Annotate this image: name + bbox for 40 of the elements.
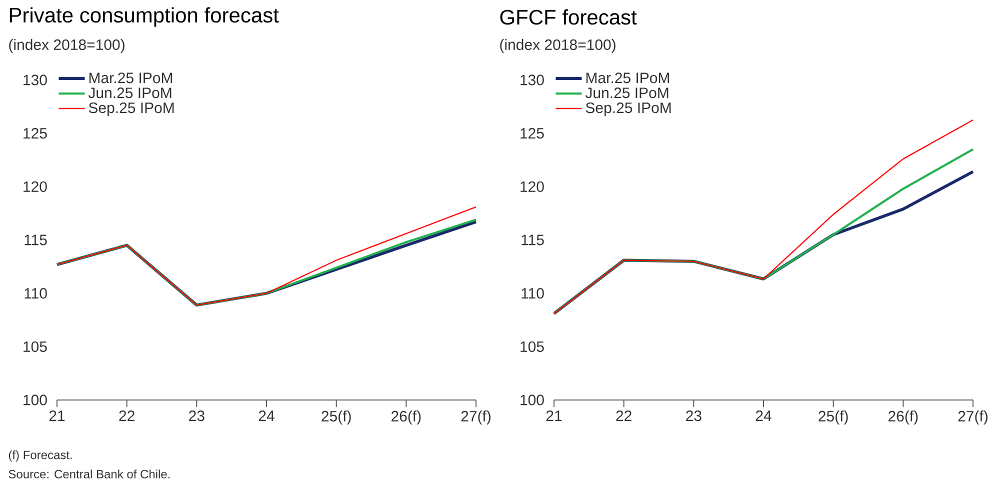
legend-label: Jun.25 IPoM [88, 88, 172, 98]
x-tick-label: 22 [119, 410, 134, 421]
chart-subtitle: (index 2018=100) [500, 38, 616, 53]
y-tick-label: 100 [520, 394, 544, 406]
y-tick-label: 115 [522, 234, 544, 246]
legend-label: Jun.25 IPoM [585, 88, 668, 98]
x-tick-label: 23 [189, 410, 204, 422]
y-tick-label: 120 [520, 181, 544, 192]
chart-title: Private consumption forecast [10, 7, 279, 27]
legend-label: Mar.25 IPoM [586, 72, 669, 84]
x-tick-label: 27(f) [461, 410, 490, 424]
y-tick-label: 115 [24, 234, 47, 246]
legend-label: Sep.25 IPoM [88, 102, 174, 116]
x-tick-label: 24 [258, 410, 274, 421]
x-tick-label: 25(f) [322, 410, 351, 424]
x-tick-label: 26(f) [392, 410, 421, 424]
source-note: Source: Central Bank of Chile. [8, 470, 170, 478]
x-tick-label: 26(f) [888, 410, 918, 424]
y-tick-label: 110 [522, 288, 544, 299]
x-tick-label: 25(f) [818, 410, 848, 424]
y-tick-label: 125 [24, 128, 47, 139]
x-tick-label: 22 [616, 410, 632, 421]
x-tick-label: 21 [49, 410, 65, 421]
y-tick-label: 120 [24, 181, 47, 192]
x-tick-label: 27(f) [958, 410, 988, 424]
y-tick-label: 110 [24, 288, 47, 299]
legend-label: Sep.25 IPoM [586, 102, 671, 116]
legend-label: Mar.25 IPoM [89, 72, 172, 84]
x-tick-label: 23 [686, 410, 702, 422]
y-tick-label: 125 [520, 128, 544, 139]
y-tick-label: 105 [24, 341, 47, 352]
chart-title: GFCF forecast [500, 9, 637, 25]
chart-subtitle: (index 2018=100) [9, 38, 124, 53]
x-tick-label: 24 [756, 410, 772, 421]
x-tick-label: 21 [546, 410, 562, 421]
y-tick-label: 130 [520, 74, 544, 86]
y-tick-label: 100 [24, 394, 47, 406]
text: (f) Forecast. [8, 450, 72, 462]
y-tick-label: 105 [520, 341, 544, 352]
y-tick-label: 130 [24, 74, 47, 86]
